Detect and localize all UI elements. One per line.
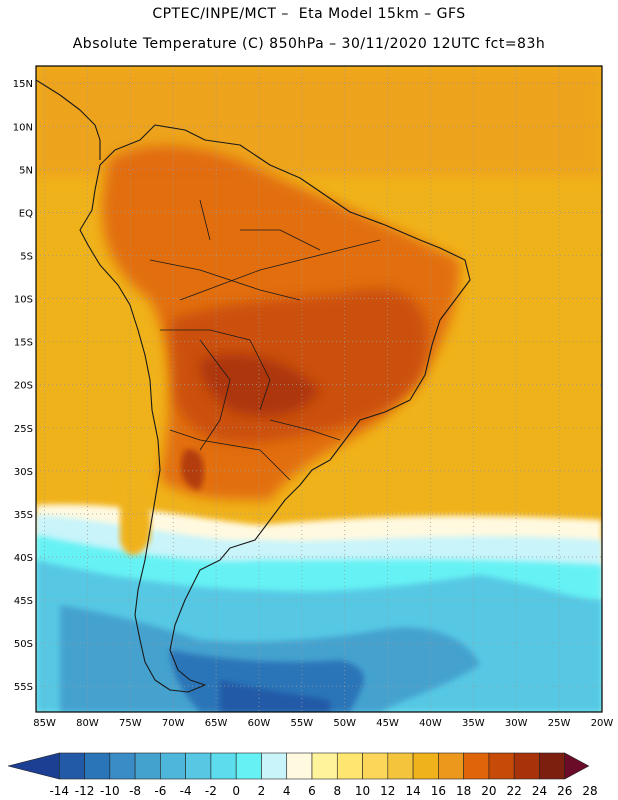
latitude-labels: 15N 10N 5N EQ 5S 10S 15S 20S 25S 30S 35S 40S 45S 50S 5… — [13, 79, 33, 693]
lat-label: 15S — [14, 338, 33, 349]
lon-label: 65W — [205, 718, 228, 729]
field-cold-6 — [220, 680, 330, 712]
colorbar-swatch — [362, 752, 389, 780]
lon-label: 75W — [119, 718, 142, 729]
lat-label: 30S — [14, 467, 33, 478]
map-field — [36, 66, 602, 712]
colorbar-swatch — [387, 752, 414, 780]
lon-label: 60W — [248, 718, 271, 729]
colorbar-swatch — [84, 752, 111, 780]
colorbar-labels: -14 -12 -10 -8 -6 -4 -2 0 2 4 6 8 10 12 14 16 18 20 22 24 26… — [49, 784, 597, 798]
colorbar-swatch — [412, 752, 439, 780]
colorbar-swatch — [463, 752, 490, 780]
colorbar-label: 20 — [481, 784, 496, 798]
colorbar-label: -4 — [180, 784, 192, 798]
field-cold-5 — [170, 650, 364, 712]
lon-label: 55W — [291, 718, 314, 729]
colorbar-swatch — [286, 752, 313, 780]
colorbar-swatch — [185, 752, 212, 780]
colorbar-swatch — [235, 752, 262, 780]
colorbar-label: -8 — [129, 784, 141, 798]
colorbar-label: 28 — [582, 784, 597, 798]
colorbar-swatch — [134, 752, 161, 780]
country-borders — [149, 199, 381, 481]
colorbar-label: -10 — [100, 784, 120, 798]
colorbar — [7, 752, 590, 780]
colorbar-label: 16 — [431, 784, 446, 798]
colorbar-label: -14 — [49, 784, 69, 798]
lat-label: 15N — [13, 79, 33, 90]
lat-label: EQ — [19, 208, 33, 219]
colorbar-swatch — [210, 752, 237, 780]
lon-label: 45W — [376, 718, 399, 729]
lat-label: 10S — [14, 295, 33, 306]
colorbar-swatch — [513, 752, 540, 780]
south-america-coast — [79, 124, 471, 693]
lat-label: 5N — [19, 165, 33, 176]
lat-label: 20S — [14, 381, 33, 392]
lon-label: 85W — [33, 718, 56, 729]
longitude-labels: 85W 80W 75W 70W 65W 60W 55W 50W 45W 40W 35W 30W 25W 2… — [33, 718, 613, 729]
colorbar-label: 26 — [557, 784, 572, 798]
chart-title: CPTEC/INPE/MCT – Eta Model 15km – GFS — [152, 6, 466, 22]
coastline — [36, 79, 471, 693]
colorbar-label: 18 — [456, 784, 471, 798]
lon-label: 50W — [333, 718, 356, 729]
colorbar-swatch — [488, 752, 515, 780]
colorbar-swatch — [564, 752, 590, 780]
lat-label: 45S — [14, 596, 33, 607]
lat-label: 25S — [14, 424, 33, 435]
field-hot-chaco — [180, 449, 205, 490]
field-andes — [120, 478, 151, 555]
lon-label: 30W — [505, 718, 528, 729]
lat-label: 55S — [14, 682, 33, 693]
lon-label: 70W — [162, 718, 185, 729]
colorbar-swatch — [539, 752, 566, 780]
colorbar-label: 14 — [405, 784, 420, 798]
lon-label: 35W — [462, 718, 485, 729]
colorbar-label: 8 — [333, 784, 341, 798]
map-frame — [35, 65, 603, 713]
colorbar-label: 24 — [532, 784, 547, 798]
colorbar-swatch — [58, 752, 85, 780]
chart-subtitle: Absolute Temperature (C) 850hPa – 30/11/… — [72, 36, 546, 52]
colorbar-label: -6 — [154, 784, 166, 798]
central-america — [36, 79, 101, 160]
colorbar-label: 22 — [507, 784, 522, 798]
colorbar-label: 4 — [283, 784, 291, 798]
field-cold-4 — [60, 605, 480, 712]
lat-label: 10N — [13, 122, 33, 133]
colorbar-swatch — [438, 752, 464, 780]
colorbar-label: 10 — [355, 784, 370, 798]
lon-label: 20W — [591, 718, 614, 729]
colorbar-label: -2 — [205, 784, 217, 798]
lon-label: 25W — [548, 718, 571, 729]
colorbar-swatch — [7, 752, 60, 780]
colorbar-swatch — [109, 752, 136, 780]
lon-label: 40W — [419, 718, 442, 729]
lat-label: 40S — [14, 553, 33, 564]
lat-label: 35S — [14, 510, 33, 521]
colorbar-label: 2 — [258, 784, 266, 798]
colorbar-swatch — [160, 752, 186, 780]
lon-label: 80W — [76, 718, 99, 729]
lat-label: 50S — [14, 639, 33, 650]
colorbar-label: 0 — [232, 784, 240, 798]
colorbar-label: 6 — [308, 784, 316, 798]
colorbar-swatch — [261, 752, 288, 780]
colorbar-label: 12 — [380, 784, 395, 798]
colorbar-label: -12 — [75, 784, 95, 798]
lat-label: 5S — [20, 251, 33, 262]
colorbar-swatch — [311, 752, 338, 780]
colorbar-swatch — [336, 752, 363, 780]
